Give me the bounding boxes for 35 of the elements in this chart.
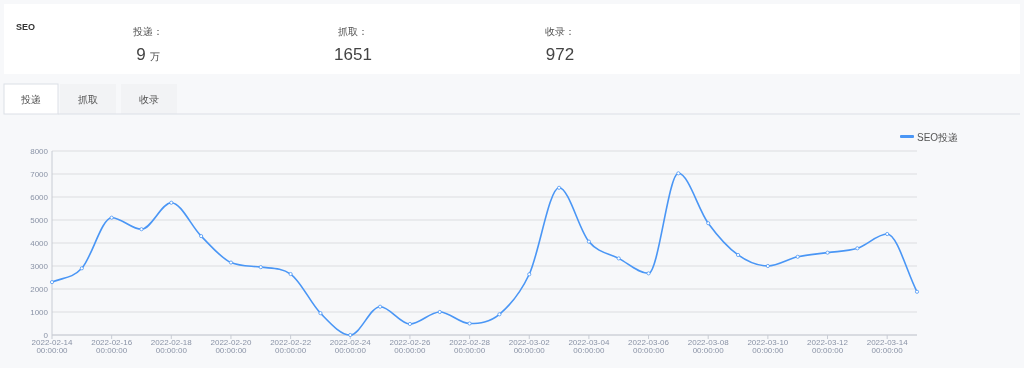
- x-tick-label: 2022-02-24 00:00:00: [329, 338, 372, 355]
- text: 抓取: [78, 94, 98, 105]
- x-tick-label: 2022-03-12 00:00:00: [807, 338, 849, 355]
- x-tick-label: 2022-03-14 00:00:00: [866, 338, 909, 355]
- y-tick-label: 3000: [30, 262, 49, 271]
- y-tick-label: 5000: [30, 216, 49, 225]
- x-tick-label: 2022-03-02 00:00:00: [508, 338, 551, 355]
- text: 投递：: [132, 26, 163, 37]
- x-tick-label: 2022-02-16 00:00:00: [91, 338, 133, 355]
- legend-label: SEO投递: [917, 131, 959, 143]
- text: SEO: [16, 22, 36, 32]
- y-tick-label: 1000: [30, 308, 49, 317]
- x-tick-label: 2022-03-10 00:00:00: [747, 338, 789, 355]
- x-tick-label: 2022-03-04 00:00:00: [568, 338, 610, 355]
- y-tick-label: 8000: [30, 147, 49, 156]
- text: 9 万: [136, 45, 160, 64]
- text: 1651: [334, 45, 372, 64]
- x-tick-label: 2022-02-20 00:00:00: [210, 338, 252, 355]
- text: 972: [545, 45, 575, 64]
- x-tick-label: 2022-03-06 00:00:00: [628, 338, 670, 355]
- text: 收录：: [545, 26, 575, 37]
- x-tick-label: 2022-02-14 00:00:00: [31, 338, 74, 355]
- x-tick-label: 2022-03-08 00:00:00: [687, 338, 730, 355]
- x-tick-label: 2022-02-28 00:00:00: [449, 338, 491, 355]
- y-tick-label: 6000: [30, 193, 49, 202]
- text: 抓取：: [338, 26, 368, 37]
- y-tick-label: 4000: [30, 239, 49, 248]
- x-tick-label: 2022-02-22 00:00:00: [270, 338, 312, 355]
- text: 投递: [20, 94, 41, 105]
- x-tick-label: 2022-02-26 00:00:00: [389, 338, 431, 355]
- y-tick-label: 0: [43, 331, 49, 340]
- y-tick-label: 7000: [30, 170, 49, 179]
- text: 收录: [139, 94, 159, 105]
- y-tick-label: 2000: [30, 285, 49, 294]
- x-tick-label: 2022-02-18 00:00:00: [150, 338, 193, 355]
